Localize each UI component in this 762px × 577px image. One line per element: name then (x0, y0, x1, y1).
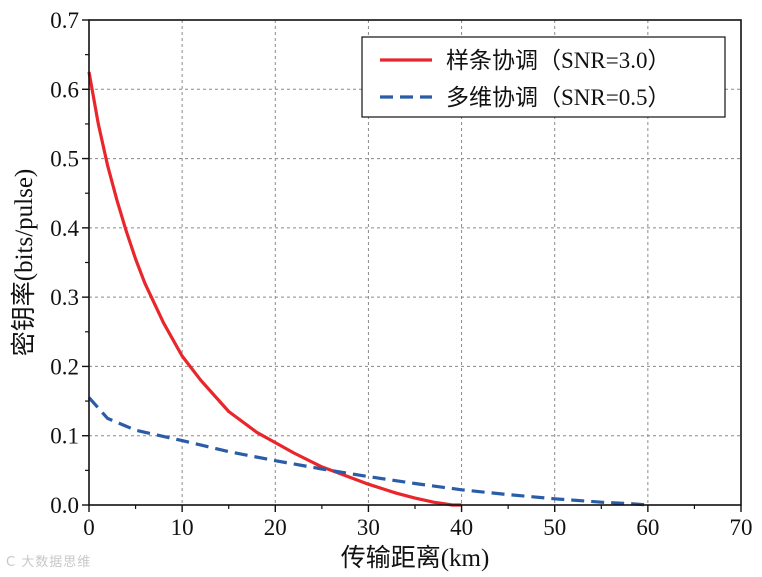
tick-labels: 0 10 20 30 40 50 60 70 0.0 0.1 0.2 0.3 0.4 0.5 0.6 0.7 (50, 8, 752, 540)
series-layer (87, 71, 649, 507)
x-tick-label: 50 (543, 515, 566, 540)
x-tick-label: 30 (357, 515, 380, 540)
y-tick-label: 0.4 (50, 216, 79, 241)
y-tick-label: 0.1 (50, 424, 79, 449)
legend-label-spline: 样条协调（SNR=3.0） (446, 48, 670, 73)
axis-ticks (82, 19, 742, 512)
legend: 样条协调（SNR=3.0） 多维协调（SNR=0.5） (361, 36, 726, 118)
y-tick-label: 0.3 (50, 285, 79, 310)
y-tick-label: 0.0 (50, 493, 79, 518)
x-tick-label: 20 (264, 515, 287, 540)
legend-label-multidim: 多维协调（SNR=0.5） (446, 85, 670, 110)
x-tick-label: 60 (636, 515, 659, 540)
series-line-spline (87, 71, 462, 507)
x-tick-label: 40 (450, 515, 473, 540)
y-tick-label: 0.2 (50, 354, 79, 379)
x-tick-label: 10 (171, 515, 194, 540)
y-tick-label: 0.7 (50, 8, 79, 33)
y-tick-label: 0.5 (50, 147, 79, 172)
y-tick-label: 0.6 (50, 77, 79, 102)
x-tick-label: 70 (730, 515, 753, 540)
x-tick-label: 0 (83, 515, 95, 540)
y-axis-title: 密钥率(bits/pulse) (10, 169, 38, 357)
legend-box (361, 36, 726, 118)
watermark: C 大数据思维 (6, 555, 92, 570)
x-axis-title: 传输距离(km) (341, 544, 490, 572)
